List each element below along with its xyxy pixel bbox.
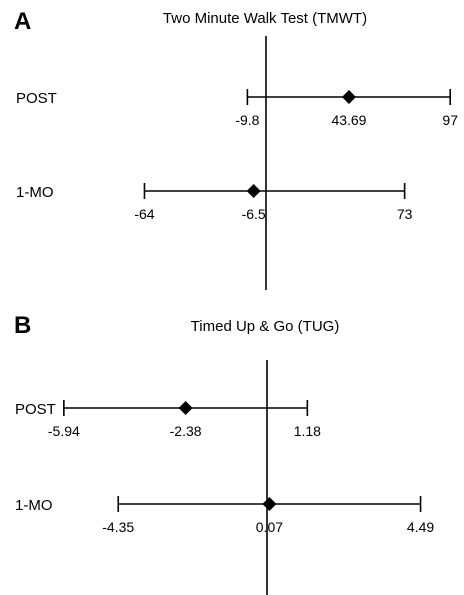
estimate-marker [178, 401, 193, 415]
ci-upper-label: 97 [442, 112, 458, 128]
estimate-marker [341, 90, 356, 104]
ci-upper-label: 4.49 [407, 519, 434, 535]
row-label: 1-MO [15, 497, 53, 514]
chart-title: Timed Up & Go (TUG) [190, 318, 340, 335]
ci-lower-label: -4.35 [102, 519, 134, 535]
row-label: POST [16, 90, 57, 107]
panel-b: B Timed Up & Go (TUG) POST -5.94 -2.38 1.18… [0, 300, 464, 595]
forest-plot-tmwt: POST -9.8 43.69 97 1-MO -64 -6.5 73 [16, 36, 458, 290]
estimate-label: 43.69 [331, 112, 366, 128]
row-label: 1-MO [16, 184, 54, 201]
panel-label: B [14, 312, 32, 339]
ci-lower-label: -9.8 [235, 112, 259, 128]
estimate-label: 0.07 [256, 519, 283, 535]
estimate-marker [246, 184, 261, 198]
ci-upper-label: 73 [397, 206, 413, 222]
row-label: POST [15, 401, 56, 418]
estimate-marker [262, 497, 277, 511]
panel-label: A [14, 8, 32, 35]
forest-plot-tug: POST -5.94 -2.38 1.18 1-MO -4.35 0.07 4.49 [15, 360, 434, 595]
panel-a: A Two Minute Walk Test (TMWT) POST -9.8 43… [14, 8, 458, 290]
ci-upper-label: 1.18 [294, 423, 321, 439]
ci-lower-label: -64 [134, 206, 154, 222]
chart-title: Two Minute Walk Test (TMWT) [162, 10, 368, 27]
estimate-label: -2.38 [170, 423, 202, 439]
ci-lower-label: -5.94 [48, 423, 80, 439]
estimate-label: -6.5 [242, 206, 266, 222]
